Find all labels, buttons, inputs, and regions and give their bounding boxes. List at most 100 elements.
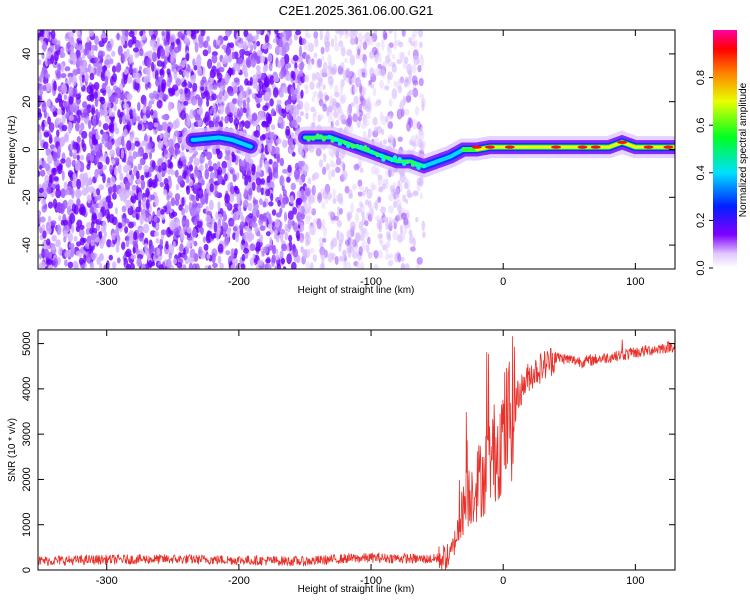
noise-blob bbox=[305, 261, 311, 269]
noise-blob bbox=[204, 168, 210, 180]
ridge-blob bbox=[318, 134, 324, 139]
noise-blob bbox=[355, 212, 360, 224]
noise-blob bbox=[167, 101, 172, 112]
noise-blob bbox=[72, 68, 78, 76]
noise-blob bbox=[298, 216, 303, 223]
noise-blob bbox=[127, 61, 134, 67]
noise-blob bbox=[329, 61, 333, 68]
noise-blob bbox=[134, 140, 140, 147]
noise-blob bbox=[66, 185, 73, 196]
noise-blob bbox=[327, 252, 334, 263]
noise-blob bbox=[67, 232, 74, 243]
ridge-blob bbox=[375, 152, 380, 158]
noise-blob bbox=[251, 181, 256, 191]
noise-blob bbox=[63, 94, 68, 100]
noise-blob bbox=[247, 175, 252, 183]
noise-blob bbox=[265, 87, 271, 93]
noise-blob bbox=[114, 166, 118, 177]
noise-blob bbox=[121, 39, 126, 46]
noise-blob bbox=[156, 60, 163, 67]
noise-blob bbox=[68, 242, 75, 249]
noise-blob bbox=[91, 44, 97, 51]
noise-blob bbox=[408, 221, 411, 230]
noise-blob bbox=[64, 250, 69, 258]
noise-blob bbox=[75, 226, 81, 233]
noise-blob bbox=[206, 99, 210, 107]
noise-blob bbox=[348, 238, 355, 249]
noise-blob bbox=[279, 175, 285, 185]
noise-blob bbox=[414, 136, 421, 147]
noise-blob bbox=[231, 153, 237, 163]
noise-blob bbox=[246, 33, 253, 43]
noise-blob bbox=[240, 263, 246, 269]
noise-blob bbox=[322, 237, 327, 243]
noise-blob bbox=[346, 49, 353, 56]
noise-blob bbox=[47, 99, 51, 108]
noise-blob bbox=[256, 40, 261, 47]
noise-blob bbox=[164, 44, 170, 54]
noise-blob bbox=[63, 181, 68, 191]
noise-blob bbox=[304, 187, 311, 197]
colorbar-label: Normalized spectral amplitude bbox=[738, 82, 749, 217]
noise-blob bbox=[145, 187, 150, 198]
noise-blob bbox=[102, 173, 106, 184]
noise-blob bbox=[121, 30, 126, 36]
snr-panel: -300 -200 -100 0 100 0 1000 2000 3000 4000 5000 H… bbox=[7, 329, 676, 595]
noise-blob bbox=[357, 191, 363, 197]
noise-blob bbox=[173, 228, 180, 237]
noise-blob bbox=[194, 30, 200, 34]
noise-blob bbox=[400, 256, 405, 262]
noise-blob bbox=[197, 246, 203, 257]
noise-blob bbox=[186, 185, 191, 195]
noise-blob bbox=[209, 171, 215, 180]
noise-blob bbox=[420, 56, 425, 68]
noise-blob bbox=[329, 159, 334, 168]
noise-blob bbox=[156, 247, 161, 256]
noise-blob bbox=[58, 246, 63, 256]
noise-blob bbox=[373, 101, 380, 107]
noise-blob bbox=[396, 108, 403, 120]
noise-blob bbox=[86, 85, 93, 94]
noise-blob bbox=[163, 178, 169, 186]
noise-blob bbox=[265, 258, 271, 264]
noise-blob bbox=[399, 232, 406, 241]
noise-blob bbox=[329, 95, 333, 103]
noise-blob bbox=[137, 257, 142, 267]
noise-blob bbox=[327, 53, 332, 64]
noise-blob bbox=[41, 121, 45, 132]
ridge-band bbox=[190, 135, 253, 149]
noise-blob bbox=[206, 253, 211, 260]
noise-blob bbox=[107, 201, 114, 209]
noise-blob bbox=[104, 59, 111, 66]
noise-blob bbox=[406, 81, 411, 87]
noise-blob bbox=[112, 73, 117, 83]
noise-blob bbox=[302, 163, 309, 174]
noise-blob bbox=[175, 38, 180, 45]
noise-blob bbox=[98, 254, 104, 262]
ridge-peak bbox=[551, 145, 562, 149]
noise-blob bbox=[200, 79, 205, 86]
noise-blob bbox=[102, 108, 108, 118]
noise-blob bbox=[81, 130, 88, 139]
noise-blob bbox=[265, 132, 269, 140]
noise-blob bbox=[343, 70, 347, 81]
noise-blob bbox=[286, 62, 292, 69]
noise-blob bbox=[132, 246, 136, 254]
noise-blob bbox=[183, 253, 188, 261]
noise-blob bbox=[161, 114, 168, 120]
noise-blob bbox=[254, 246, 261, 252]
colorbar-tick-label: 0.8 bbox=[695, 70, 707, 85]
noise-blob bbox=[217, 166, 222, 176]
noise-blob bbox=[60, 188, 66, 199]
noise-blob bbox=[305, 84, 309, 95]
noise-blob bbox=[304, 248, 311, 259]
colorbar-gradient bbox=[713, 30, 737, 268]
noise-blob bbox=[123, 164, 129, 173]
noise-blob bbox=[137, 163, 142, 171]
noise-blob bbox=[326, 106, 330, 117]
noise-blob bbox=[38, 253, 42, 260]
noise-blob bbox=[39, 216, 46, 223]
noise-blob bbox=[403, 182, 409, 190]
noise-blob bbox=[195, 171, 202, 178]
noise-blob bbox=[284, 53, 290, 65]
